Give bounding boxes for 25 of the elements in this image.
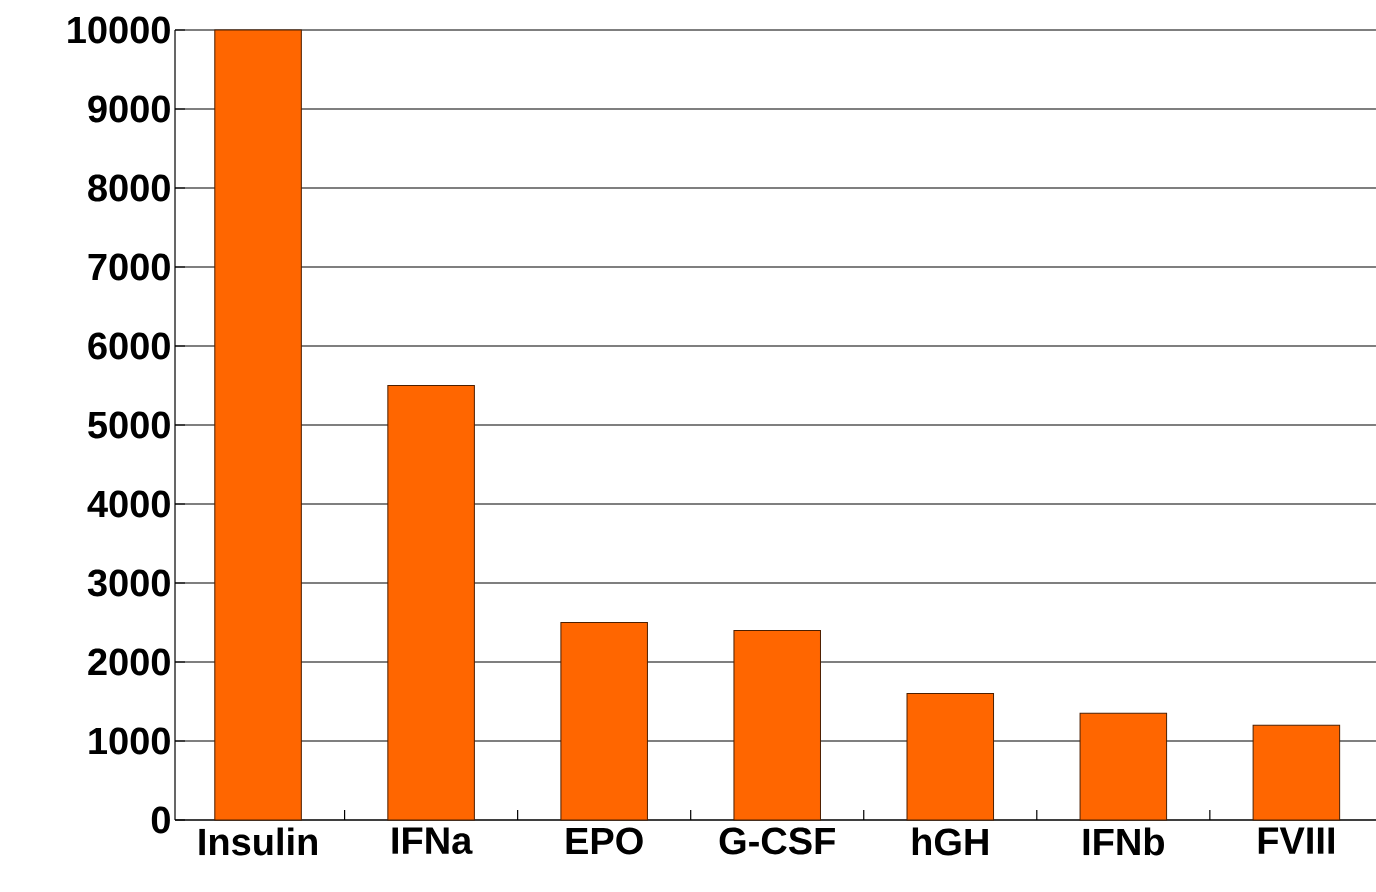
y-tick-label: 4000 xyxy=(87,490,170,518)
bar xyxy=(1252,724,1341,821)
y-tick-label: 9000 xyxy=(88,95,170,123)
y-tick-label: 6000 xyxy=(88,332,170,360)
bar xyxy=(560,622,648,821)
x-tick-label: G-CSF xyxy=(719,827,835,855)
y-tick-label: 2000 xyxy=(88,648,170,676)
y-tick-label: 8000 xyxy=(88,174,170,202)
x-tick-label: hGH xyxy=(912,827,988,856)
x-tick-label: EPO xyxy=(566,827,643,855)
x-tick-label: Insulin xyxy=(199,827,317,856)
y-tick-label: 10000 xyxy=(68,16,170,44)
bar xyxy=(733,629,821,821)
bar xyxy=(214,29,302,821)
x-tick-label: FVIII xyxy=(1258,827,1334,854)
y-tick-label: 3000 xyxy=(87,569,170,597)
x-tick-label: IFNb xyxy=(1083,827,1164,856)
y-tick-label: 7000 xyxy=(88,253,170,281)
y-tick-label: 1000 xyxy=(89,727,170,755)
bar xyxy=(906,693,995,821)
x-tick-label: IFNa xyxy=(392,827,473,855)
bar xyxy=(387,385,475,821)
bar xyxy=(1079,712,1168,821)
y-tick-label: 5000 xyxy=(88,411,170,439)
y-tick-label: 0 xyxy=(151,806,170,834)
